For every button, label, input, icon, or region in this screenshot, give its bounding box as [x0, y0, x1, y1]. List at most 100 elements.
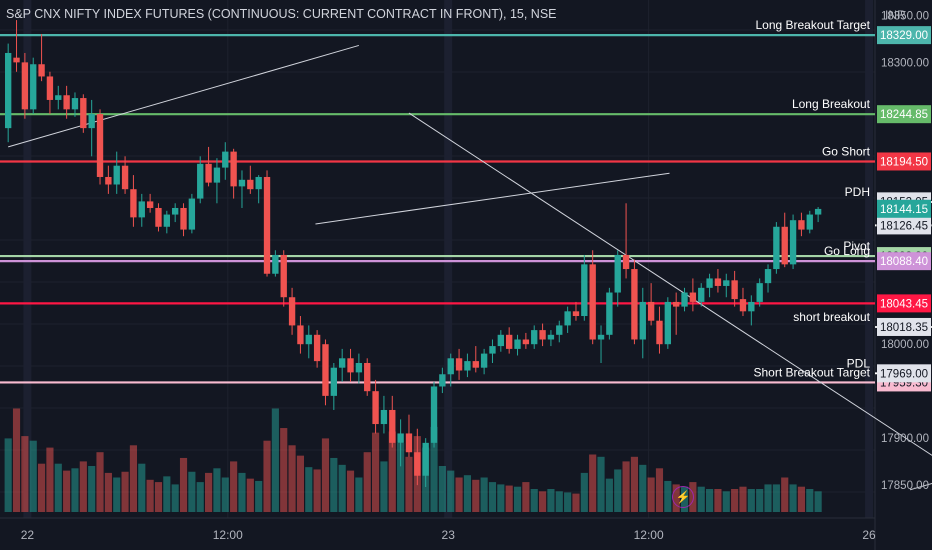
trendline	[8, 44, 360, 148]
level-label: Go Long	[824, 244, 870, 258]
volume-bar	[522, 482, 530, 512]
volume-bar	[697, 486, 705, 512]
volume-bar	[71, 468, 79, 512]
candle-body	[422, 442, 429, 476]
y-tick-label: 17900.00	[881, 433, 929, 445]
volume-bar	[647, 477, 655, 512]
volume-bar	[397, 443, 405, 512]
volume-bar	[330, 457, 338, 512]
volume-bar	[230, 461, 238, 512]
volume-bar	[205, 472, 213, 512]
price-badge	[877, 252, 931, 271]
price-badge-text: 18018.35	[880, 322, 928, 334]
candle-body	[238, 179, 246, 187]
candle-body	[263, 176, 271, 274]
volume-bar	[564, 492, 572, 512]
volume-bar	[29, 440, 37, 512]
candle-body	[88, 114, 95, 129]
volume-bar	[163, 476, 171, 512]
volume-bar	[238, 472, 246, 512]
candle-body	[547, 334, 555, 340]
candle-body	[155, 207, 162, 227]
volume-bar	[530, 489, 538, 512]
candle-body	[564, 311, 571, 326]
volume-bar	[614, 469, 622, 512]
candle-body	[5, 52, 12, 129]
candle-body	[723, 280, 730, 286]
candle-body	[205, 163, 212, 183]
volume-bar	[113, 477, 121, 512]
volume-bar	[196, 482, 204, 512]
volume-bar	[630, 456, 638, 512]
volume-bar	[96, 452, 104, 512]
volume-bar	[714, 489, 722, 512]
candle-body	[673, 301, 680, 307]
candle-body	[180, 207, 187, 230]
candle-body	[146, 201, 154, 208]
volume-bar	[706, 489, 714, 512]
price-badge-text: 18329.00	[880, 30, 928, 42]
volume-bar	[121, 471, 129, 512]
candle-body	[13, 57, 20, 63]
candle-body	[781, 226, 788, 265]
volume-bar	[255, 480, 263, 512]
candle-body	[731, 280, 738, 300]
level-label: PDH	[845, 185, 870, 199]
volume-bar	[472, 479, 480, 512]
candle-body	[172, 207, 179, 215]
volume-bar	[580, 472, 588, 512]
candle-body	[188, 198, 196, 230]
candle-body	[355, 362, 363, 373]
volume-bar	[88, 466, 96, 512]
volume-bar	[756, 489, 764, 512]
volume-bar	[480, 477, 488, 512]
candle-body	[213, 167, 221, 183]
candle-body	[255, 176, 262, 190]
candle-body	[138, 201, 145, 218]
price-badge-text: 18126.45	[880, 220, 928, 232]
price-badge-text: 18043.45	[880, 298, 928, 310]
volume-bar	[388, 431, 396, 512]
price-badge	[877, 294, 931, 313]
y-tick-label: 18000.00	[881, 339, 929, 351]
x-tick-label: 12:00	[634, 528, 664, 542]
volume-bar	[447, 470, 455, 512]
x-tick-label: 12:00	[213, 528, 243, 542]
candle-body	[773, 226, 780, 270]
volume-bar	[497, 484, 505, 512]
volume-bar	[138, 463, 146, 512]
candle-body	[96, 114, 104, 177]
price-badge	[877, 199, 931, 218]
candle-body	[113, 165, 120, 185]
candle-body	[397, 433, 404, 443]
candle-body	[489, 346, 496, 354]
candle-body	[622, 254, 630, 270]
candle-body	[405, 433, 413, 453]
candle-body	[339, 358, 346, 368]
candle-body	[330, 367, 337, 396]
candle-body	[556, 325, 563, 335]
candle-body	[38, 64, 45, 77]
trendline	[315, 172, 670, 225]
volume-bar	[639, 464, 647, 512]
candle-body	[764, 269, 772, 284]
candle-body	[756, 283, 763, 302]
candle-body	[814, 208, 822, 215]
candle-body	[439, 374, 446, 387]
trendline	[408, 112, 932, 456]
candle-body	[647, 301, 655, 321]
candle-body	[347, 358, 354, 373]
volume-bar	[171, 484, 179, 512]
candle-body	[531, 330, 538, 345]
price-badge-text: 18244.85	[880, 109, 928, 121]
candle-body	[597, 334, 605, 340]
volume-bar	[213, 468, 221, 512]
volume-bar	[355, 477, 363, 512]
lightning-icon[interactable]: ⚡	[672, 486, 694, 508]
volume-bar	[179, 457, 188, 512]
candle-body	[631, 269, 638, 340]
volume-bar	[12, 408, 21, 512]
volume-bar	[63, 470, 71, 512]
x-tick-label: 22	[21, 528, 35, 542]
